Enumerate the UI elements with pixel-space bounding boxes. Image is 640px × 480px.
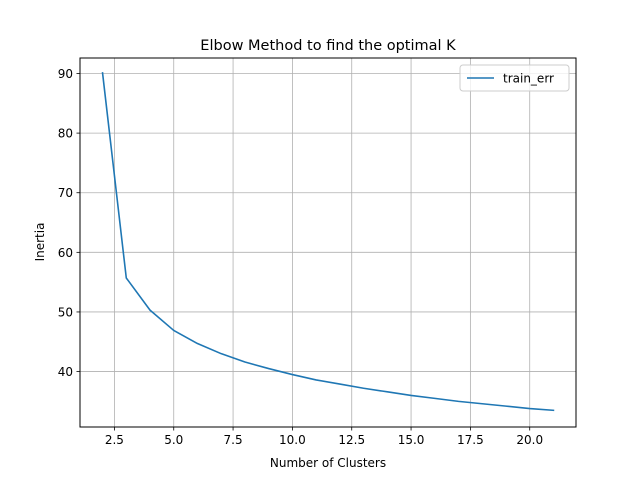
x-tick-label: 5.0 xyxy=(164,433,183,447)
series-layer xyxy=(101,72,555,412)
x-tick-label: 15.0 xyxy=(398,433,425,447)
chart-title: Elbow Method to find the optimal K xyxy=(200,38,456,54)
x-tick-label: 17.5 xyxy=(457,433,484,447)
y-axis: 40 50 60 70 80 90 xyxy=(58,67,80,379)
grid xyxy=(80,58,576,427)
y-tick-label: 70 xyxy=(58,186,73,200)
y-tick-label: 60 xyxy=(58,246,73,260)
y-tick-label: 80 xyxy=(58,127,73,141)
legend-box xyxy=(459,64,570,92)
x-tick-label: 2.5 xyxy=(105,433,124,447)
y-tick-label: 40 xyxy=(58,365,73,379)
x-tick-label: 10.0 xyxy=(279,433,306,447)
x-tick-label: 12.5 xyxy=(338,433,365,447)
legend-label: train_err xyxy=(503,72,554,86)
series-line-train-err xyxy=(101,72,555,412)
x-tick-label: 7.5 xyxy=(224,433,243,447)
y-tick-label: 90 xyxy=(58,67,73,81)
legend: train_err xyxy=(459,64,570,92)
x-tick-label: 20.0 xyxy=(516,433,543,447)
plot-frame xyxy=(79,57,577,428)
y-axis-label: Inertia xyxy=(33,223,47,262)
x-axis: 2.5 5.0 7.5 10.0 12.5 15.0 17.5 20.0 xyxy=(105,427,543,447)
x-axis-label: Number of Clusters xyxy=(270,456,386,470)
y-tick-label: 50 xyxy=(58,305,73,319)
